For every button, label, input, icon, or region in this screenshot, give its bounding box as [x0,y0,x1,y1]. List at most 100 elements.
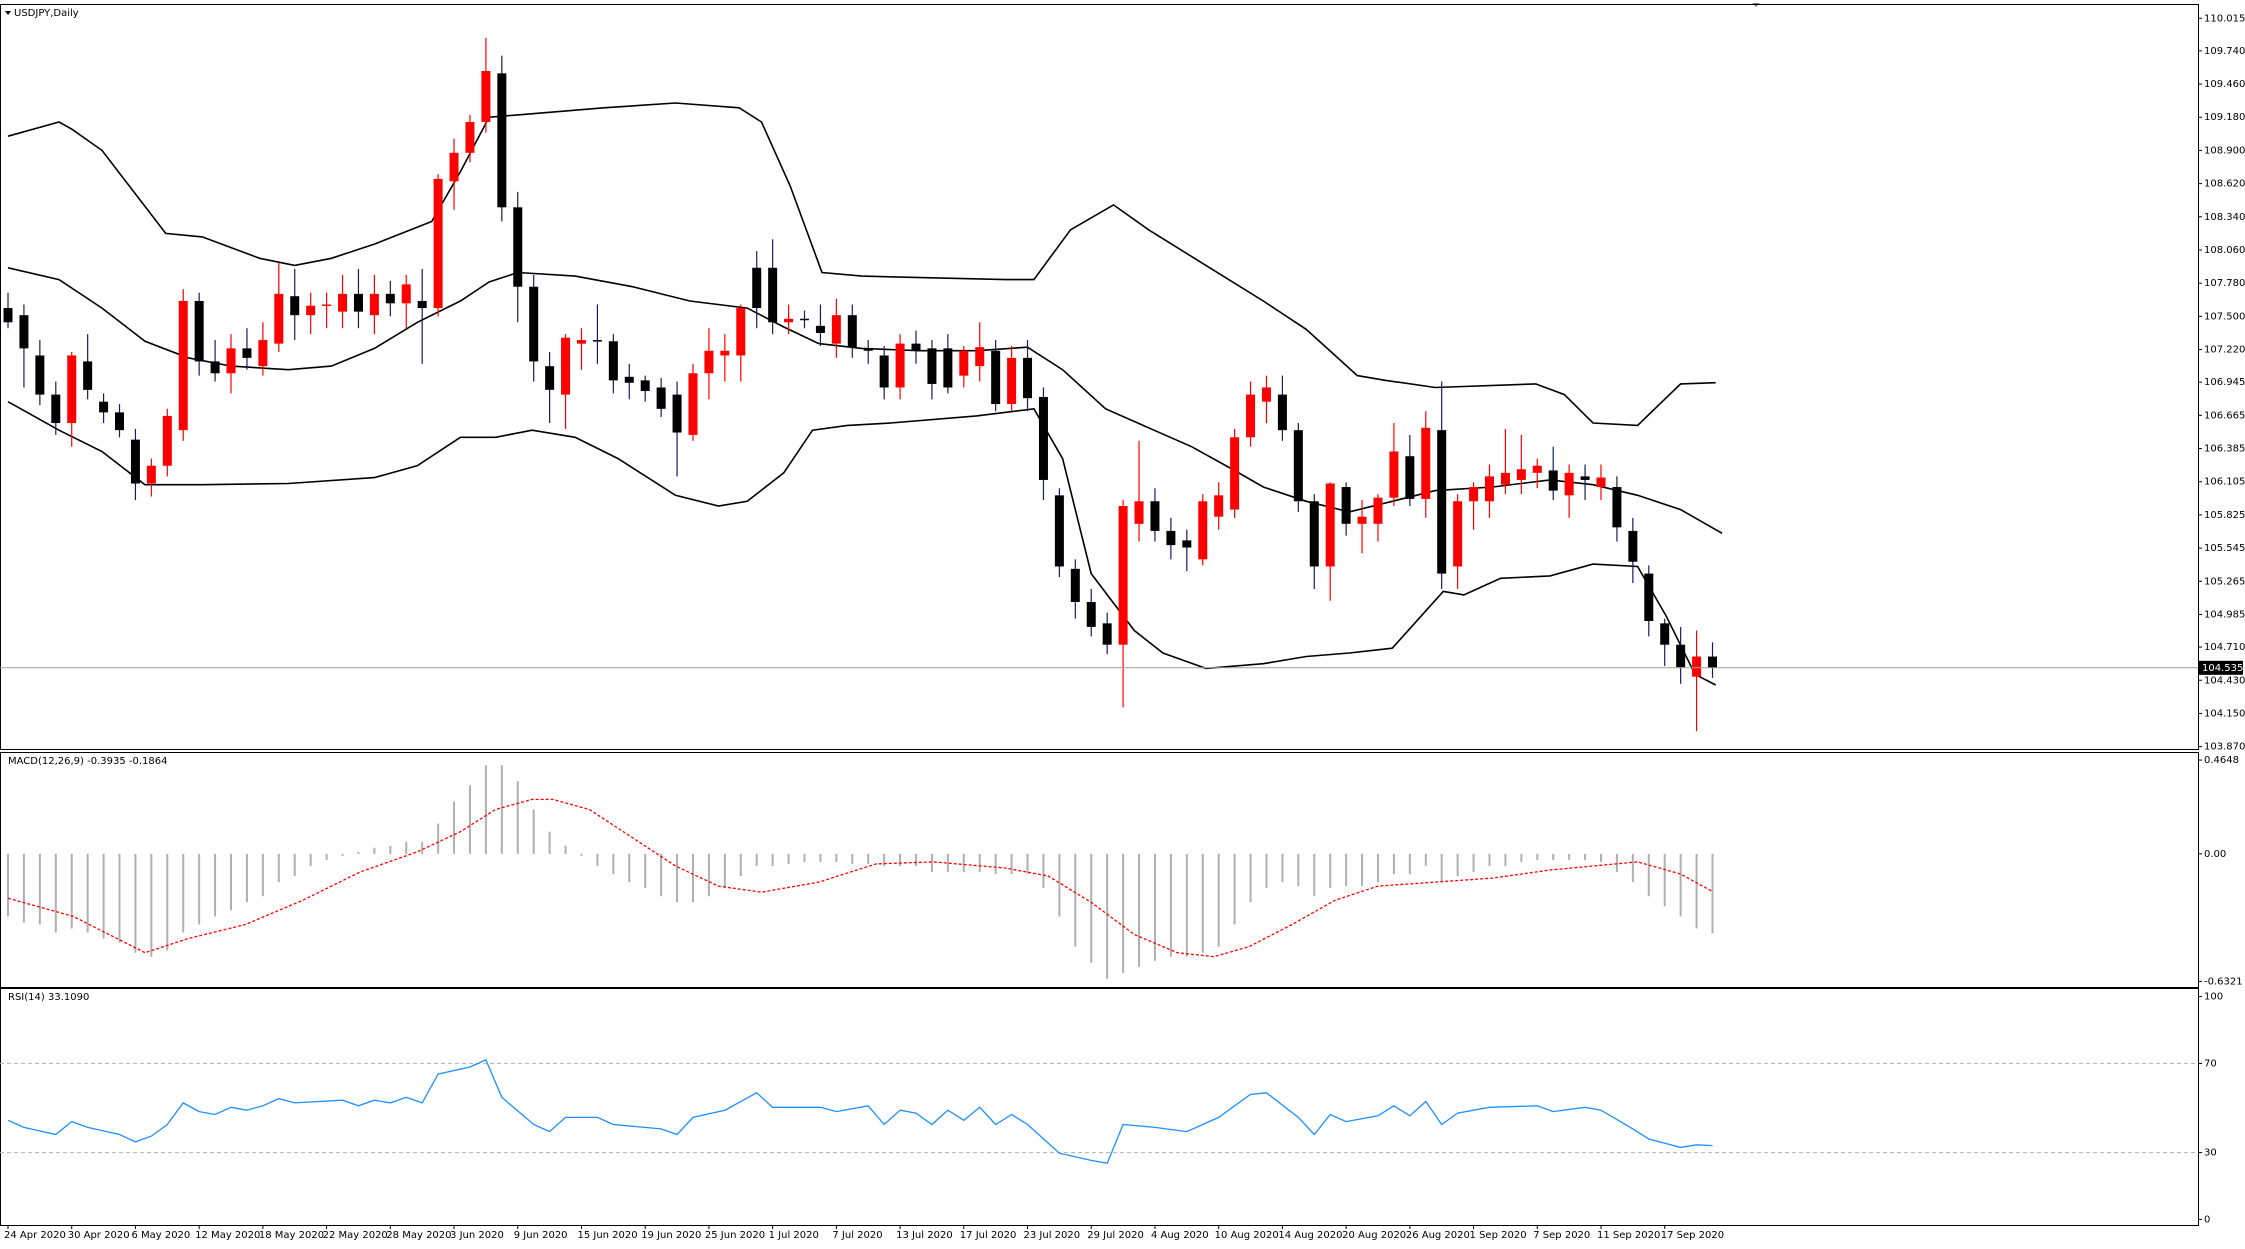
candle-body [1102,623,1112,645]
x-tick-label: 11 Sep 2020 [1597,1230,1660,1241]
candle-body [353,293,363,312]
x-tick-label: 1 Sep 2020 [1470,1230,1527,1241]
candle-body [385,293,395,304]
x-tick-label: 1 Jul 2020 [769,1230,819,1241]
x-tick-label: 28 May 2020 [386,1230,451,1241]
bollinger-band [7,267,1723,534]
candle-body [656,387,666,409]
candle-body [640,380,650,392]
y-tick-label: 108.620 [2204,179,2245,190]
x-tick-label: 10 Aug 2020 [1215,1230,1279,1241]
candle-body [736,308,746,356]
menu-arrow[interactable] [5,11,11,15]
candle-body [178,300,188,431]
pane-title: RSI(14) 33.1090 [8,992,89,1003]
candle-body [1405,456,1415,499]
x-tick-label: 24 Apr 2020 [4,1230,66,1241]
y-tick-label: 106.105 [2204,477,2245,488]
x-tick-label: 23 Jul 2020 [1024,1230,1081,1241]
candle-body [1500,472,1510,485]
candle-body [752,267,762,309]
candle-body [338,293,348,312]
candle-body [3,308,13,323]
candle-body [1644,573,1654,621]
candle-body [863,348,873,351]
pane-frame [0,4,2199,750]
candle-body [1118,506,1128,645]
y-tick-label: 104.985 [2204,609,2245,620]
x-tick-label: 14 Aug 2020 [1278,1230,1342,1241]
candle-body [1277,394,1287,431]
candle-body [35,355,45,395]
candle-body [1421,427,1431,499]
candle-body [592,340,602,342]
candle-body [576,340,586,344]
y-tick-label: 110.015 [2204,13,2245,24]
candle-body [1086,602,1096,627]
bid-label: 104.535 [2202,663,2243,674]
candle-body [720,350,730,356]
candle-body [417,300,427,309]
candle-body [274,293,284,344]
candle-body [1708,656,1718,668]
candle-body [322,304,332,307]
candle-body [529,286,539,362]
candle-body [1038,396,1048,480]
y-tick-label: 105.265 [2204,576,2245,587]
signal-line [7,798,1713,958]
candle-body [130,439,140,484]
candle-body [226,348,236,374]
candle-body [1692,656,1702,677]
pane-title: MACD(12,26,9) -0.3935 -0.1864 [8,756,168,767]
candle-body [1660,623,1670,645]
y-tick-label: 30 [2204,1148,2217,1159]
candle-body [369,293,379,316]
candle-body [497,73,507,208]
candle-body [1596,477,1606,488]
candle-body [1469,487,1479,502]
candle-body [1150,501,1160,531]
candle-body [513,207,523,287]
bid-label-box [2199,660,2243,675]
y-tick-label: 108.900 [2204,145,2245,156]
candle-body [1612,487,1622,528]
candle-body [1198,501,1208,560]
x-tick-label: 3 Jun 2020 [450,1230,504,1241]
candle-body [1261,387,1271,402]
pane-title: USDJPY,Daily [14,8,79,19]
y-tick-label: 104.710 [2204,642,2245,653]
candle-body [927,348,937,384]
y-tick-label: 106.665 [2204,410,2245,421]
candle-body [1246,394,1256,438]
candle-body [115,412,125,431]
candle-body [481,71,491,122]
y-tick-label: 107.500 [2204,311,2245,322]
candle-body [831,315,841,344]
bollinger-band [7,102,1716,427]
candle-body [624,376,634,383]
candle-body [1564,472,1574,496]
candle-body [1023,357,1033,399]
x-tick-label: 30 Apr 2020 [68,1230,130,1241]
candle-body [449,152,459,182]
y-tick-label: 106.385 [2204,444,2245,455]
pane-frame [0,752,2199,988]
x-tick-label: 20 Aug 2020 [1342,1230,1406,1241]
candle-body [1293,430,1303,502]
x-tick-label: 19 Jun 2020 [641,1230,701,1241]
candle-body [465,121,475,153]
candle-body [1676,644,1686,668]
x-tick-label: 26 Aug 2020 [1406,1230,1470,1241]
candle-body [1214,495,1224,517]
candle-body [1357,516,1367,524]
x-tick-label: 12 May 2020 [195,1230,260,1241]
x-tick-label: 22 May 2020 [323,1230,388,1241]
candle-body [146,465,156,484]
candle-body [991,350,1001,405]
x-tick-label: 15 Jun 2020 [577,1230,637,1241]
y-tick-label: 105.825 [2204,510,2245,521]
x-tick-label: 17 Sep 2020 [1661,1230,1724,1241]
candle-body [1230,437,1240,510]
candle-body [210,361,220,374]
candle-body [83,361,93,390]
